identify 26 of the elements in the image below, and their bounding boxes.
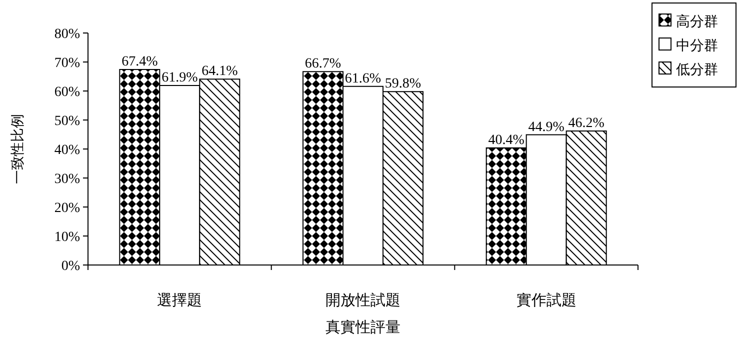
x-tick-label: 實作試題 xyxy=(516,292,576,309)
y-tick-label: 70% xyxy=(54,56,80,71)
text: 64.1% xyxy=(202,64,238,80)
text: 44.9% xyxy=(528,120,564,135)
x-tick-label: 開放性試題 xyxy=(326,292,400,309)
text: 40.4% xyxy=(488,132,524,148)
x-axis-title: 真實性評量 xyxy=(326,319,400,336)
legend-label: 低分群 xyxy=(676,62,718,78)
y-tick-label: 20% xyxy=(54,201,80,216)
text: 61.6% xyxy=(344,71,382,86)
legend-label: 高分群 xyxy=(676,14,718,30)
x-tick-label: 選擇題 xyxy=(157,292,202,309)
y-axis-title: 一致性比例 xyxy=(10,114,26,184)
text: 59.8% xyxy=(384,76,422,92)
y-tick-label: 40% xyxy=(54,143,80,158)
text: 66.7% xyxy=(304,56,342,72)
y-tick-label: 0% xyxy=(61,259,80,274)
y-tick-label: 10% xyxy=(54,230,80,245)
legend-label: 中分群 xyxy=(676,38,718,54)
y-tick-label: 80% xyxy=(54,27,80,42)
text: 61.9% xyxy=(162,70,198,86)
y-tick-label: 50% xyxy=(54,114,80,129)
text: 67.4% xyxy=(122,54,158,70)
text: 46.2% xyxy=(568,116,604,132)
y-tick-label: 60% xyxy=(54,85,80,100)
y-tick-label: 30% xyxy=(54,172,80,187)
